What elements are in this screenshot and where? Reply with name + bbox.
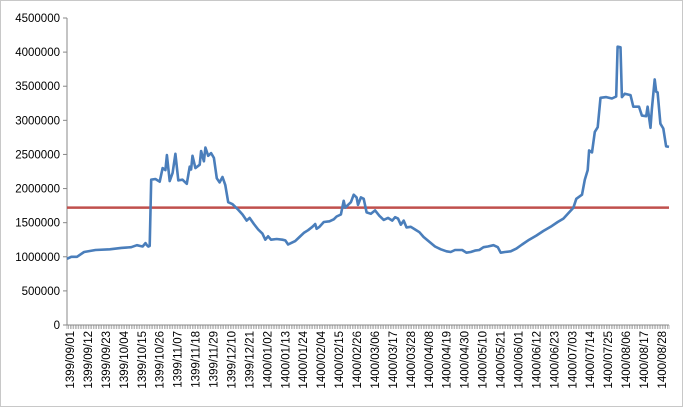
x-tick-label: 1399/12/21 xyxy=(244,331,256,389)
x-tick-label: 1400/03/06 xyxy=(370,331,382,389)
x-tick-label: 1399/09/01 xyxy=(65,331,77,389)
x-tick-label: 1400/08/17 xyxy=(639,331,651,389)
x-tick-label: 1400/03/28 xyxy=(406,331,418,389)
y-tick-label: 4500000 xyxy=(15,13,60,25)
x-tick-label: 1400/07/03 xyxy=(567,331,579,389)
x-tick-label: 1400/05/21 xyxy=(496,331,508,389)
x-tick-label: 1400/03/17 xyxy=(388,331,400,389)
y-tick-label: 3500000 xyxy=(15,81,60,93)
x-tick-label: 1399/10/26 xyxy=(155,331,167,389)
x-tick-label: 1400/08/28 xyxy=(657,331,669,389)
x-tick-label: 1400/02/26 xyxy=(352,331,364,389)
x-tick-label: 1400/05/10 xyxy=(478,331,490,389)
x-tick-label: 1400/02/15 xyxy=(334,331,346,389)
x-tick-label: 1400/06/23 xyxy=(549,331,561,389)
x-tick-label: 1400/06/12 xyxy=(531,331,543,389)
x-tick-label: 1399/10/15 xyxy=(137,331,149,389)
y-tick-label: 0 xyxy=(54,320,60,332)
x-tick-label: 1400/01/24 xyxy=(298,330,310,388)
x-tick-label: 1400/07/25 xyxy=(603,331,615,389)
x-tick-label: 1399/09/12 xyxy=(83,331,95,389)
y-tick-label: 1500000 xyxy=(15,218,60,230)
x-tick-label: 1400/01/13 xyxy=(280,331,292,389)
x-tick-label: 1399/11/07 xyxy=(173,331,185,388)
x-tick-label: 1400/04/08 xyxy=(424,331,436,389)
y-tick-label: 4000000 xyxy=(15,47,60,59)
x-tick-label: 1400/04/30 xyxy=(460,331,472,389)
y-tick-label: 3000000 xyxy=(15,115,60,127)
x-tick-label: 1399/11/18 xyxy=(191,331,203,388)
x-tick-label: 1400/02/04 xyxy=(316,330,328,388)
x-tick-label: 1399/10/04 xyxy=(119,330,131,388)
x-tick-label: 1400/01/02 xyxy=(262,331,274,389)
x-tick-label: 1400/08/06 xyxy=(621,331,633,389)
x-tick-label: 1399/09/23 xyxy=(101,331,113,389)
x-tick-label: 1400/04/19 xyxy=(442,331,454,389)
y-tick-label: 2000000 xyxy=(15,184,60,196)
y-tick-label: 2500000 xyxy=(15,149,60,161)
y-tick-label: 1000000 xyxy=(15,252,60,264)
x-tick-label: 1400/07/14 xyxy=(585,330,597,388)
x-tick-label: 1399/11/29 xyxy=(209,331,221,388)
x-tick-label: 1400/06/01 xyxy=(513,331,525,389)
series-line xyxy=(66,45,670,260)
x-tick-label: 1399/12/10 xyxy=(226,331,238,389)
y-tick-label: 500000 xyxy=(22,286,60,298)
